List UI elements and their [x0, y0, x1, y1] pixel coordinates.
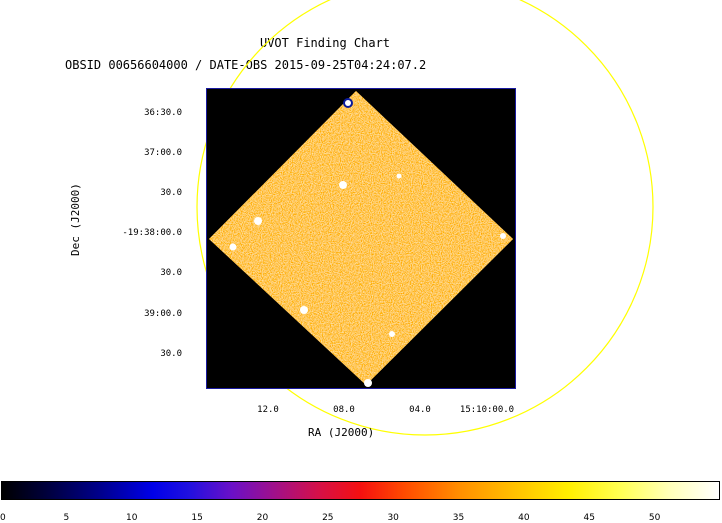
- x-axis-title: RA (J2000): [308, 426, 375, 439]
- colorbar-tick-label: 45: [583, 513, 595, 523]
- colorbar-tick-label: 15: [191, 513, 203, 523]
- colorbar-tick-label: 30: [387, 513, 399, 523]
- dec-tick-label: 30.0: [160, 188, 182, 198]
- source-marker: [300, 306, 308, 314]
- dec-tick-label: -19:38:00.0: [122, 228, 182, 238]
- dec-tick-label: 30.0: [160, 349, 182, 359]
- dec-tick-label: 39:00.0: [144, 309, 182, 319]
- chart-subtitle: OBSID 00656604000 / DATE-OBS 2015-09-25T…: [65, 58, 427, 72]
- colorbar-tick-label: 0: [0, 513, 6, 523]
- colorbar-tick-label: 20: [256, 513, 269, 523]
- source-marker: [339, 181, 347, 189]
- chart-title: UVOT Finding Chart: [259, 36, 391, 50]
- sky-image: [209, 91, 513, 387]
- y-axis-title: Dec (J2000): [69, 183, 82, 256]
- source-marker: [345, 100, 351, 106]
- exposure-diamond-noise: [209, 91, 513, 385]
- colorbar-tick-label: 40: [518, 513, 530, 523]
- ra-tick-label: 12.0: [257, 405, 279, 415]
- colorbar-tick-label: 10: [125, 513, 138, 523]
- colorbar-tick-label: 25: [322, 513, 334, 523]
- source-marker: [500, 233, 506, 239]
- source-marker: [229, 243, 237, 251]
- dec-tick-label: 30.0: [160, 268, 182, 278]
- colorbar-tick-label: 50: [648, 513, 661, 523]
- ra-tick-label: 04.0: [409, 405, 431, 415]
- colorbar-tick-label: 5: [63, 513, 70, 523]
- ra-tick-label: 08.0: [333, 405, 355, 415]
- source-marker: [389, 331, 395, 337]
- colorbar: [1, 481, 720, 500]
- dec-tick-label: 37:00.0: [144, 148, 182, 158]
- colorbar-tick-label: 35: [452, 513, 465, 523]
- source-marker: [254, 217, 262, 225]
- source-marker: [364, 379, 372, 387]
- source-marker: [396, 173, 402, 179]
- ra-tick-label: 15:10:00.0: [459, 405, 515, 415]
- sky-image-panel[interactable]: [206, 88, 516, 389]
- dec-tick-label: 36:30.0: [144, 108, 182, 118]
